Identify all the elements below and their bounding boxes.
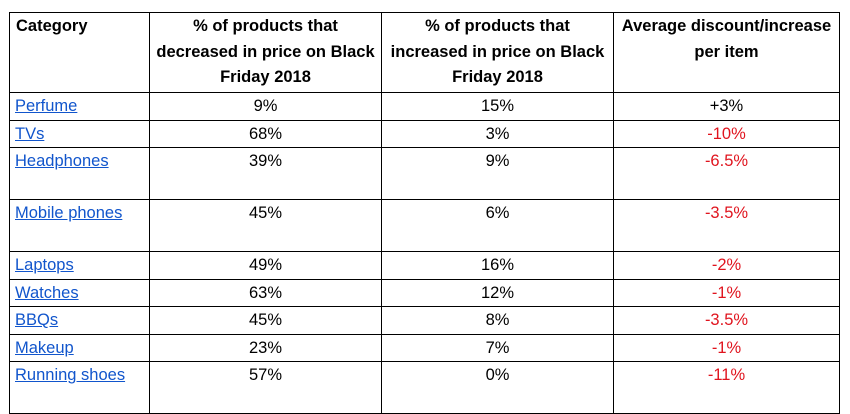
decreased-cell: 45% bbox=[149, 199, 382, 252]
header-row: Category % of products that decreased in… bbox=[9, 12, 840, 93]
decreased-cell: 68% bbox=[149, 119, 382, 148]
category-link-watches[interactable]: Watches bbox=[15, 283, 79, 302]
category-link-makeup[interactable]: Makeup bbox=[15, 338, 74, 357]
category-cell: Perfume bbox=[9, 92, 150, 121]
category-link-tvs[interactable]: TVs bbox=[15, 124, 45, 143]
header-increased: % of products that increased in price on… bbox=[381, 12, 614, 93]
table-row: TVs 68% 3% -10% bbox=[9, 119, 840, 148]
increased-cell: 6% bbox=[381, 199, 614, 252]
average-cell: -3.5% bbox=[613, 306, 840, 335]
decreased-cell: 45% bbox=[149, 306, 382, 335]
category-link-bbqs[interactable]: BBQs bbox=[15, 311, 59, 329]
average-cell: -6.5% bbox=[613, 147, 840, 200]
average-cell: -2% bbox=[613, 251, 840, 280]
decreased-cell: 57% bbox=[149, 361, 382, 414]
category-cell: Headphones bbox=[9, 147, 150, 200]
average-cell: -1% bbox=[613, 278, 840, 307]
increased-cell: 3% bbox=[381, 119, 614, 148]
table-row: BBQs 45% 8% -3.5% bbox=[9, 306, 840, 335]
table-wrapper: Category % of products that decreased in… bbox=[9, 12, 840, 414]
category-link-mobile-phones[interactable]: Mobile phones bbox=[15, 204, 123, 222]
header-average: Average discount/increase per item bbox=[613, 12, 840, 93]
category-cell: Running shoes bbox=[9, 361, 150, 414]
increased-cell: 7% bbox=[381, 333, 614, 362]
table-row: Mobile phones 45% 6% -3.5% bbox=[9, 199, 840, 252]
category-link-perfume[interactable]: Perfume bbox=[15, 97, 78, 115]
increased-cell: 15% bbox=[381, 92, 614, 121]
average-cell: +3% bbox=[613, 92, 840, 121]
category-cell: Laptops bbox=[9, 251, 150, 280]
decreased-cell: 23% bbox=[149, 333, 382, 362]
table-row: Watches 63% 12% -1% bbox=[9, 278, 840, 307]
header-decreased: % of products that decreased in price on… bbox=[149, 12, 382, 93]
category-link-headphones[interactable]: Headphones bbox=[15, 152, 109, 170]
average-cell: -11% bbox=[613, 361, 840, 414]
average-cell: -3.5% bbox=[613, 199, 840, 252]
increased-cell: 16% bbox=[381, 251, 614, 280]
category-link-laptops[interactable]: Laptops bbox=[15, 256, 74, 274]
increased-cell: 9% bbox=[381, 147, 614, 200]
average-cell: -10% bbox=[613, 119, 840, 148]
table-row: Laptops 49% 16% -2% bbox=[9, 251, 840, 280]
category-link-running-shoes[interactable]: Running shoes bbox=[15, 366, 126, 384]
black-friday-price-table: Category % of products that decreased in… bbox=[9, 12, 840, 414]
category-cell: BBQs bbox=[9, 306, 150, 335]
table-row: Perfume 9% 15% +3% bbox=[9, 92, 840, 121]
header-category: Category bbox=[9, 12, 150, 93]
increased-cell: 0% bbox=[381, 361, 614, 414]
category-cell: Makeup bbox=[9, 333, 150, 362]
table-row: Headphones 39% 9% -6.5% bbox=[9, 147, 840, 200]
decreased-cell: 9% bbox=[149, 92, 382, 121]
table-row: Makeup 23% 7% -1% bbox=[9, 333, 840, 362]
decreased-cell: 63% bbox=[149, 278, 382, 307]
average-cell: -1% bbox=[613, 333, 840, 362]
category-cell: TVs bbox=[9, 119, 150, 148]
category-cell: Watches bbox=[9, 278, 150, 307]
increased-cell: 12% bbox=[381, 278, 614, 307]
decreased-cell: 49% bbox=[149, 251, 382, 280]
table-row: Running shoes 57% 0% -11% bbox=[9, 361, 840, 414]
decreased-cell: 39% bbox=[149, 147, 382, 200]
increased-cell: 8% bbox=[381, 306, 614, 335]
category-cell: Mobile phones bbox=[9, 199, 150, 252]
